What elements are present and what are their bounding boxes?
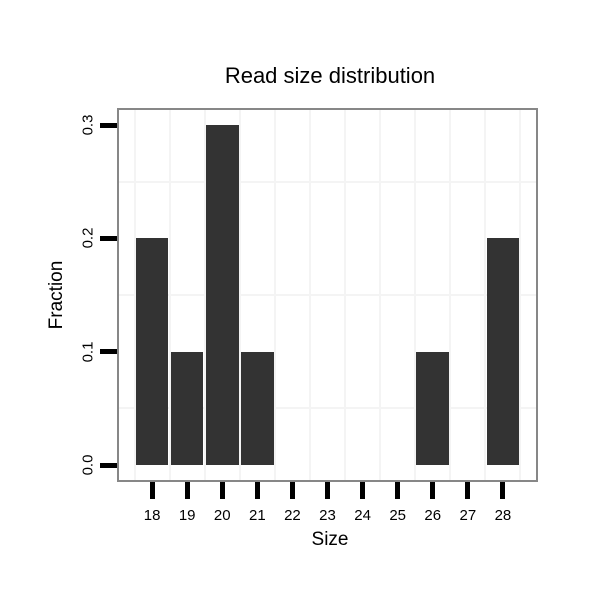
x-tick-label: 23	[319, 507, 336, 524]
x-tick-label: 18	[143, 507, 161, 524]
x-tick	[149, 482, 155, 499]
bar	[135, 238, 169, 465]
x-tick	[325, 482, 330, 499]
bar	[205, 125, 239, 465]
x-tick-label: 26	[424, 507, 442, 524]
y-tick	[100, 235, 117, 241]
x-tick	[219, 482, 225, 499]
x-tick-label: 22	[284, 507, 301, 524]
bar	[416, 351, 450, 465]
y-tick	[100, 122, 117, 128]
bar	[241, 351, 274, 465]
plot-panel	[117, 108, 538, 482]
x-tick-label: 24	[354, 507, 371, 524]
y-tick	[100, 349, 117, 355]
x-tick-label: 19	[178, 507, 196, 524]
minor-gridline-horizontal	[117, 180, 538, 183]
x-tick-label: 25	[389, 507, 406, 524]
bar	[170, 351, 204, 465]
x-tick	[254, 482, 260, 499]
y-axis-label: Fraction	[46, 260, 67, 330]
x-tick-label: 20	[213, 507, 231, 524]
x-tick-label: 21	[248, 507, 266, 524]
x-tick-label: 27	[459, 507, 477, 524]
x-tick	[465, 482, 471, 499]
y-tick	[100, 462, 117, 468]
x-tick	[395, 482, 401, 499]
x-axis-label: Size	[311, 529, 349, 550]
y-tick-label: 0.1	[79, 341, 97, 363]
x-tick	[184, 482, 190, 499]
minor-gridline-horizontal	[117, 407, 538, 410]
y-tick-label: 0.0	[79, 454, 97, 476]
x-tick-label: 28	[494, 507, 512, 524]
x-tick	[360, 482, 366, 499]
minor-gridline-horizontal	[117, 294, 538, 296]
x-tick	[430, 482, 436, 499]
x-tick	[289, 482, 295, 499]
x-tick	[500, 482, 506, 499]
bar	[486, 238, 520, 465]
y-tick-label: 0.3	[79, 114, 97, 136]
y-tick-label: 0.2	[79, 227, 97, 249]
chart-title: Read size distribution	[224, 63, 436, 88]
